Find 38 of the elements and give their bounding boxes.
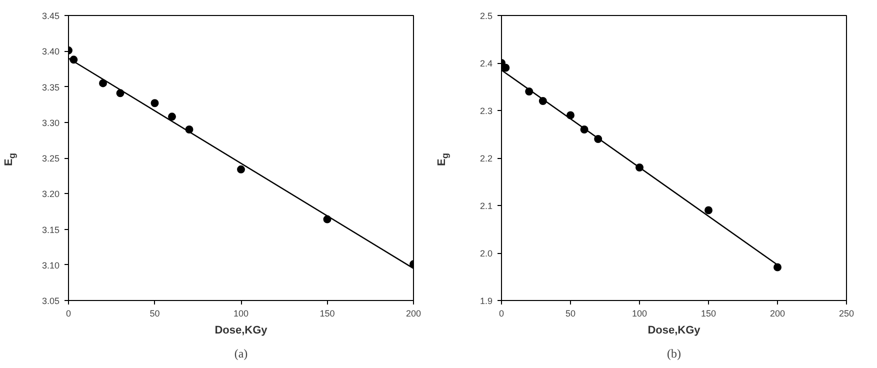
x-tick-label: 100 [632,308,648,318]
point [237,165,245,174]
y-tick-label: 2.0 [480,248,493,258]
x-tick-label: 200 [770,308,786,318]
x-tick-label: 150 [700,308,716,318]
y-tick-label: 2.5 [480,11,493,21]
point [774,263,782,272]
y-tick-label: 3.20 [42,189,60,200]
x-tick-label: 50 [150,308,160,318]
x-tick-label: 50 [565,308,576,318]
x-tick-label: 0 [66,308,72,318]
text: (a) [234,346,248,360]
y-tick-label: 3.35 [42,82,60,92]
point [704,206,712,214]
x-tick-label: 0 [498,308,504,318]
x-axis-title: Dose,KGy [214,324,268,336]
y-tick-label: 3.45 [42,11,60,21]
x-tick-label: 200 [406,308,422,318]
y-tick-label: 2.2 [480,154,493,164]
y-tick-label: 3.30 [42,118,60,128]
y-tick-label: 2.4 [480,58,493,68]
x-axis-title: Dose,KGy [648,324,702,336]
x-tick-label: 150 [320,308,335,318]
x-tick-label: 250 [838,308,854,318]
y-tick-label: 3.25 [42,154,60,164]
point [99,79,107,88]
y-tick-label: 3.05 [42,296,60,306]
x-tick-label: 100 [233,308,249,318]
y-tick-label: 3.40 [42,46,60,57]
y-tick-label: 3.15 [42,224,60,235]
y-tick-label: 2.1 [480,201,493,211]
text: (b) [667,346,682,360]
y-tick-label: 3.10 [42,260,60,270]
point [168,112,176,121]
y-tick-label: 2.3 [480,106,493,116]
point [150,99,159,108]
y-tick-label: 1.9 [480,296,493,306]
point [502,64,510,72]
